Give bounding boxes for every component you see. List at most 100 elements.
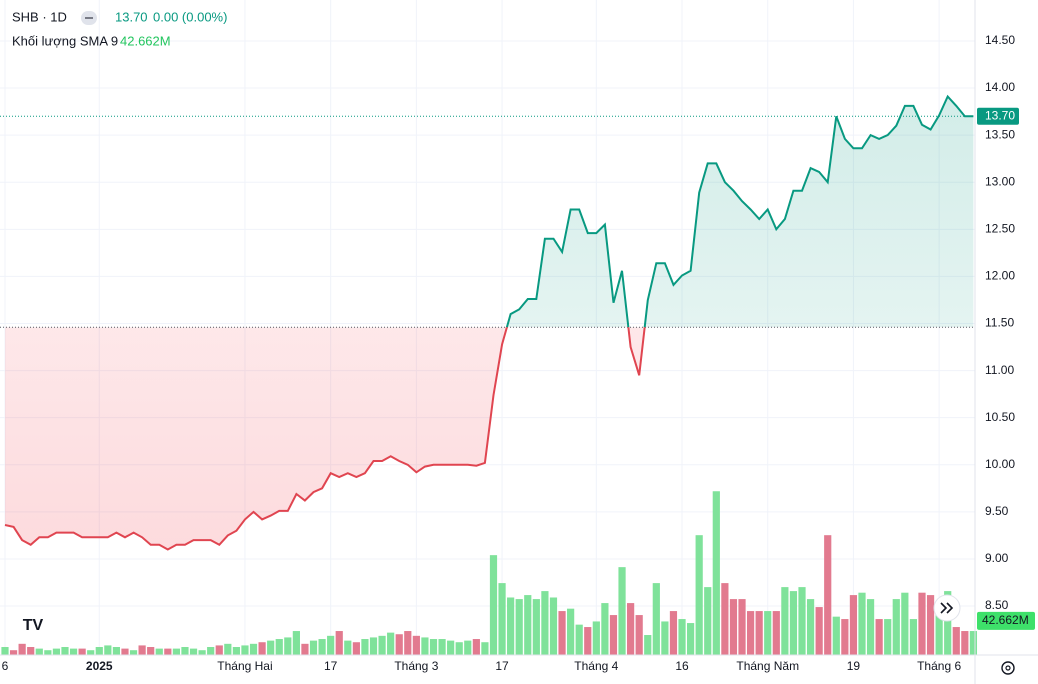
volume-bar: [841, 619, 849, 655]
volume-bar: [592, 621, 600, 655]
volume-bar: [952, 627, 960, 655]
volume-bar: [455, 642, 463, 655]
volume-bar: [87, 650, 95, 655]
volume-bar: [241, 645, 249, 655]
volume-bar: [815, 607, 823, 655]
volume-bar: [866, 599, 875, 655]
volume-bar: [712, 491, 720, 655]
symbol[interactable]: SHB · 1D: [12, 9, 67, 24]
volume-bar: [352, 642, 360, 655]
y-tick-label: 13.00: [985, 174, 1015, 188]
volume-bar: [224, 643, 232, 655]
volume-bar: [369, 637, 378, 655]
volume-bar: [481, 642, 489, 655]
y-tick-label: 12.00: [985, 269, 1015, 283]
volume-bar: [215, 645, 223, 655]
y-tick-label: 9.50: [985, 504, 1009, 518]
volume-bar: [164, 648, 172, 655]
volume-bar: [729, 599, 738, 655]
x-tick-label: Tháng 3: [394, 659, 438, 673]
volume-bar: [378, 635, 386, 655]
volume-bar: [661, 621, 669, 655]
volume-bar: [104, 645, 112, 655]
area-above: [506, 96, 974, 328]
volume-bar: [309, 640, 318, 655]
volume-bar: [61, 647, 69, 655]
y-tick-label: 14.00: [985, 80, 1015, 94]
volume-bar: [35, 648, 43, 655]
volume-bar: [944, 591, 952, 655]
volume-bar: [798, 587, 806, 655]
area-below: [5, 327, 974, 550]
volume-bar: [627, 603, 635, 655]
volume-bar: [447, 640, 455, 655]
price-line-down: [4, 327, 646, 551]
volume-bar: [27, 647, 35, 655]
volume-bar: [327, 635, 335, 655]
volume-bar: [806, 599, 815, 655]
volume-bar: [249, 643, 258, 655]
collapse-icon: [85, 17, 93, 19]
volume-bar: [918, 592, 926, 655]
y-tick-label: 9.00: [985, 551, 1009, 565]
x-tick-label: 2025: [86, 659, 113, 673]
volume-bar: [969, 631, 978, 655]
x-tick-label: Tháng 6: [917, 659, 961, 673]
settings-icon: [1005, 665, 1011, 671]
x-tick-label: Tháng Hai: [217, 659, 272, 673]
volume-bar: [498, 583, 506, 655]
header-change: 0.00 (0.00%): [153, 9, 227, 24]
volume-bar: [69, 648, 78, 655]
volume-bar: [412, 635, 420, 655]
volume-bar: [121, 648, 129, 655]
x-tick-label: 17: [324, 659, 338, 673]
settings-button[interactable]: [1001, 661, 1015, 675]
volume-bar: [507, 597, 515, 655]
volume-bar: [1, 647, 9, 655]
volume-bar: [618, 567, 626, 655]
volume-bar: [695, 535, 703, 655]
y-tick-label: 12.50: [985, 221, 1015, 235]
volume-bar: [635, 615, 643, 655]
volume-bar: [489, 555, 498, 655]
volume-bar: [832, 616, 840, 655]
logo-bg[interactable]: [17, 610, 49, 640]
x-tick-label: 6: [2, 659, 9, 673]
volume-bar: [429, 639, 438, 655]
x-tick-label: Tháng Năm: [736, 659, 799, 673]
price-line-up: [505, 94, 974, 328]
volume-bar: [772, 611, 780, 655]
volume-bar: [172, 648, 180, 655]
volume-title[interactable]: Khối lượng SMA 9: [12, 33, 118, 48]
volume-bar: [704, 587, 712, 655]
volume-bar: [884, 619, 892, 655]
logo[interactable]: TV: [23, 617, 44, 634]
volume-bar: [746, 611, 755, 655]
volume-bar: [575, 624, 583, 655]
volume-bar: [318, 639, 326, 655]
volume-bar: [558, 611, 566, 655]
header-price: 13.70: [115, 9, 148, 24]
volume-bar: [652, 583, 660, 655]
x-tick-label: 16: [675, 659, 689, 673]
price-layer: [0, 94, 975, 551]
volume-bar: [112, 647, 121, 655]
volume-bar: [438, 639, 446, 655]
volume-sma-box: [977, 611, 1035, 630]
volume-bar: [926, 595, 935, 655]
volume-sma-value: 42.662M: [120, 33, 171, 48]
volume-bar: [738, 599, 746, 655]
x-tick-label: 17: [495, 659, 509, 673]
volume-bar: [292, 631, 300, 655]
volume-bar: [138, 645, 146, 655]
volume-bar: [961, 631, 969, 655]
scroll-icon: [940, 602, 954, 614]
volume-layer: [1, 491, 978, 655]
volume-bar: [892, 599, 900, 655]
volume-bar: [155, 648, 163, 655]
volume-bar: [678, 619, 686, 655]
volume-bar: [858, 592, 866, 655]
volume-bar: [781, 587, 789, 655]
volume-bar: [335, 631, 343, 655]
